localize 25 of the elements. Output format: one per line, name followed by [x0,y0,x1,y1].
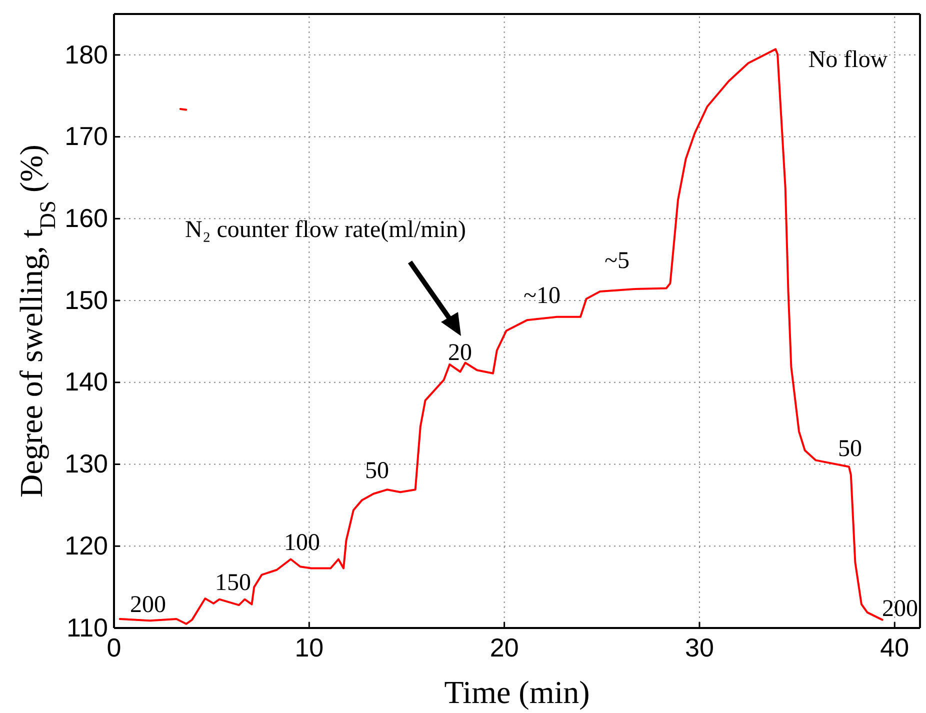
x-tick-label: 20 [490,632,519,662]
y-tick-label: 120 [64,530,108,560]
y-tick-label: 130 [64,448,108,479]
annotation: 20 [448,340,472,366]
annotation: 200 [882,596,918,622]
annotation: 50 [838,436,862,462]
annotation: 200 [130,592,166,618]
x-tick-label: 10 [294,632,324,662]
y-tick-label: 110 [66,612,108,642]
x-tick-label: 0 [106,632,122,662]
y-tick-label: 140 [64,366,108,397]
annotation: No flow [808,47,888,73]
annotation: 50 [365,458,389,484]
y-tick-label: 160 [64,202,108,233]
y-tick-label: 180 [64,39,108,70]
y-tick-label: 170 [64,121,108,152]
x-axis-title: Time (min) [444,674,590,710]
annotation: ~10 [524,283,560,309]
annotation: ~5 [604,248,630,274]
x-tick-label: 40 [880,632,910,662]
x-tick-label: 30 [685,632,714,662]
annotation: 100 [284,530,320,556]
annotation: 150 [215,570,251,596]
y-tick-label: 150 [64,284,108,315]
annotation: N₂ counter flow rate(ml/min) [185,217,466,243]
